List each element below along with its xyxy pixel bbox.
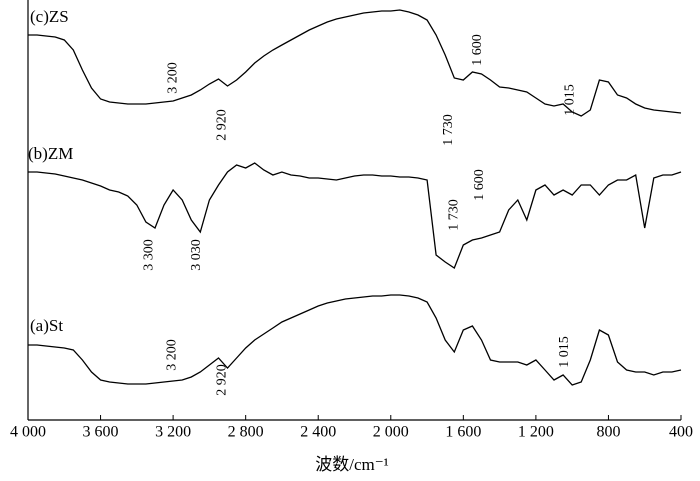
- peak-label: 3 300: [142, 239, 157, 271]
- peak-label: 3 200: [165, 62, 180, 94]
- peak-label: 2 920: [214, 109, 229, 141]
- x-tick-label: 3 600: [83, 424, 119, 441]
- x-tick-label: 4 000: [10, 424, 46, 441]
- series-label: (a)St: [30, 316, 63, 335]
- x-tick-label: 1 200: [518, 424, 554, 441]
- x-tick-label: 800: [596, 424, 620, 441]
- series-label: (c)ZS: [30, 7, 69, 26]
- peak-label: 1 600: [470, 34, 485, 66]
- peak-label: 1 600: [472, 169, 487, 201]
- spectrum-line: [28, 9, 682, 117]
- x-tick-label: 400: [669, 424, 693, 441]
- spectrum-line: [28, 162, 682, 269]
- x-tick-label: 1 600: [445, 424, 481, 441]
- x-tick-label: 3 200: [155, 424, 191, 441]
- x-tick-label: 2 800: [228, 424, 264, 441]
- series-label: (b)ZM: [28, 144, 73, 163]
- peak-label: 1 730: [441, 114, 456, 146]
- spectrum-line: [28, 294, 682, 386]
- peak-label: 1 015: [563, 84, 578, 116]
- peak-label: 3 030: [189, 239, 204, 271]
- x-tick-label: 2 400: [300, 424, 336, 441]
- peak-label: 1 730: [446, 199, 461, 231]
- peak-label: 2 920: [214, 364, 229, 396]
- peak-label: 1 015: [557, 336, 572, 368]
- peak-label: 3 200: [164, 339, 179, 371]
- x-tick-label: 2 000: [373, 424, 409, 441]
- x-axis-label: 波数/cm⁻¹: [315, 455, 389, 474]
